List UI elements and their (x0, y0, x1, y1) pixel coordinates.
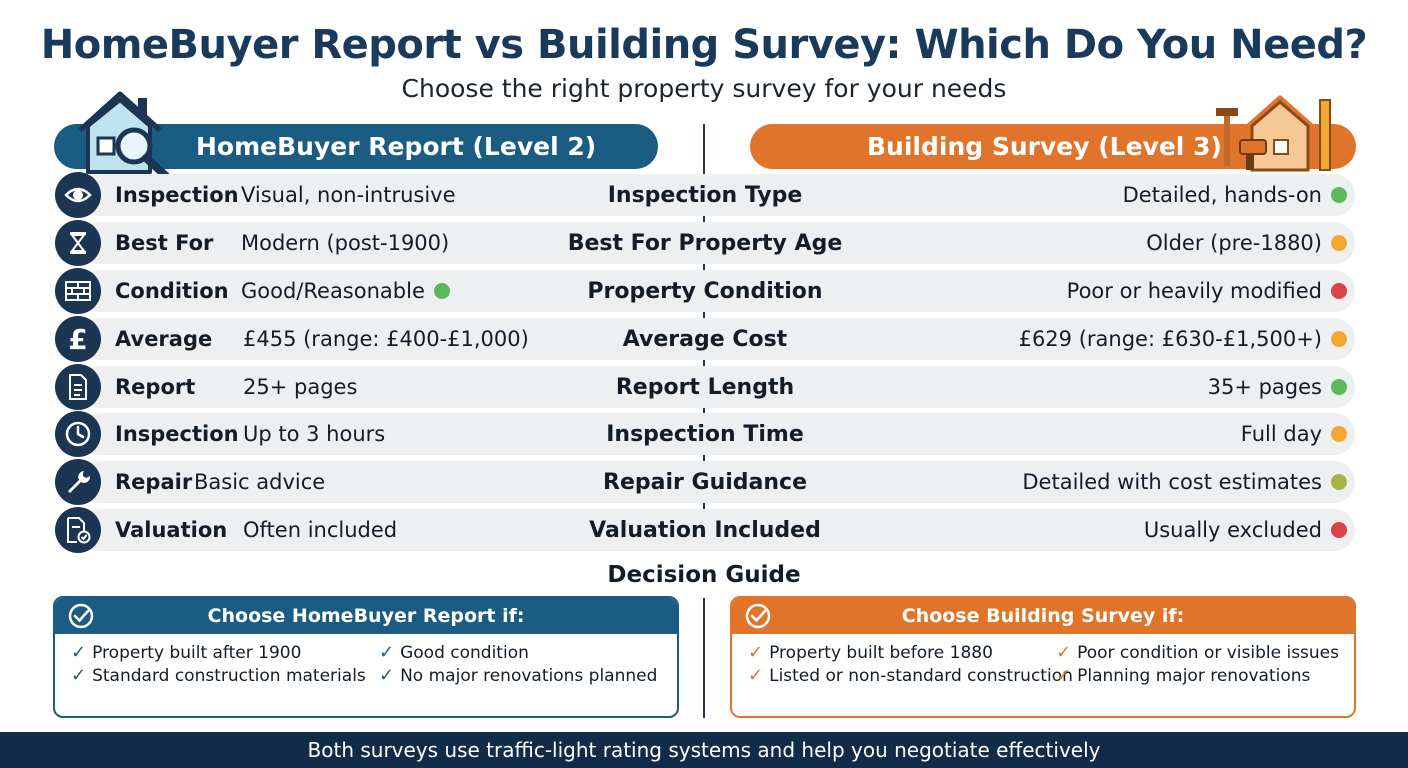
tools-house-icon (1216, 95, 1331, 172)
rating-dot (1331, 331, 1347, 347)
row-label: Repair (115, 470, 193, 494)
guide-divider (703, 598, 705, 718)
comparison-row: Repair Basic advice Repair Guidance Deta… (55, 459, 1355, 505)
wrench-icon (55, 459, 101, 505)
homebuyer-decision-card: Choose HomeBuyer Report if: ✓ Property bu… (53, 596, 679, 718)
building-survey-value: Usually excluded (1144, 518, 1347, 542)
building-survey-card-header: Choose Building Survey if: (732, 598, 1354, 634)
check-circle-icon (745, 603, 771, 629)
hourglass-icon (55, 220, 101, 266)
homebuyer-value: 25+ pages (243, 375, 358, 399)
building-survey-banner-label: Building Survey (Level 3) (867, 132, 1222, 161)
homebuyer-value: Often included (243, 518, 398, 542)
building-survey-value: Poor or heavily modified (1067, 279, 1347, 303)
homebuyer-banner-label: HomeBuyer Report (Level 2) (196, 132, 597, 161)
comparison-row: Best For Modern (post-1900) Best For Pro… (55, 220, 1355, 266)
footer-banner: Both surveys use traffic-light rating sy… (0, 732, 1408, 768)
rating-dot (1331, 235, 1347, 251)
pound-icon: £ (55, 316, 101, 362)
check-icon: ✓ (1056, 642, 1072, 663)
homebuyer-value: Modern (post-1900) (241, 231, 450, 255)
brick-wall-icon (55, 268, 101, 314)
row-criterion: Repair Guidance (603, 470, 807, 495)
homebuyer-value: Up to 3 hours (243, 422, 386, 446)
comparison-row: £ Average £455 (range: £400-£1,000) Aver… (55, 316, 1355, 362)
row-label: Inspection (115, 183, 239, 207)
row-label: Average (115, 327, 213, 351)
row-label: Inspection (115, 422, 239, 446)
homebuyer-card-header: Choose HomeBuyer Report if: (55, 598, 677, 634)
row-criterion: Property Condition (587, 279, 823, 304)
list-item: ✓ Listed or non-standard construction (748, 665, 1073, 686)
list-item: ✓ Standard construction materials (71, 665, 366, 686)
rating-dot (1331, 379, 1347, 395)
homebuyer-value: Good/Reasonable (241, 279, 450, 303)
comparison-row: Inspection Up to 3 hours Inspection Time… (55, 411, 1355, 457)
footer-text: Both surveys use traffic-light rating sy… (307, 738, 1101, 762)
list-item: ✓ Planning major renovations (1056, 665, 1311, 686)
building-survey-value: Older (pre-1880) (1146, 231, 1347, 255)
row-label: Condition (115, 279, 229, 303)
rating-dot (1331, 522, 1347, 538)
check-icon: ✓ (379, 642, 395, 663)
rating-dot (433, 283, 450, 299)
rating-dot (1331, 474, 1347, 490)
list-item: ✓ No major renovations planned (379, 665, 658, 686)
homebuyer-value: Visual, non-intrusive (241, 183, 456, 207)
row-criterion: Average Cost (622, 327, 788, 352)
valuation-doc-icon (55, 507, 101, 553)
clock-icon (55, 411, 101, 457)
list-item: ✓ Good condition (379, 642, 529, 663)
page-title: HomeBuyer Report vs Building Survey: Whi… (40, 22, 1368, 68)
building-survey-value: 35+ pages (1208, 375, 1347, 399)
building-survey-card-heading: Choose Building Survey if: (901, 605, 1185, 627)
list-item: ✓ Property built before 1880 (748, 642, 993, 663)
rating-dot (1331, 283, 1347, 299)
row-label: Valuation (115, 518, 228, 542)
list-item: ✓ Poor condition or visible issues (1056, 642, 1339, 663)
row-label: Report (115, 375, 196, 399)
rating-dot (1331, 187, 1347, 203)
row-criterion: Valuation Included (589, 518, 821, 543)
building-survey-value: Detailed with cost estimates (1022, 470, 1347, 494)
homebuyer-value: £455 (range: £400-£1,000) (243, 327, 529, 351)
row-criterion: Inspection Type (607, 183, 803, 208)
row-criterion: Report Length (615, 375, 795, 400)
homebuyer-card-heading: Choose HomeBuyer Report if: (207, 605, 525, 627)
building-survey-value: Detailed, hands-on (1123, 183, 1347, 207)
row-label: Best For (115, 231, 214, 255)
building-survey-value: Full day (1241, 422, 1347, 446)
eye-icon (55, 172, 101, 218)
check-icon: ✓ (379, 665, 395, 686)
comparison-row: Inspection Visual, non-intrusive Inspect… (55, 172, 1355, 218)
decision-guide-title: Decision Guide (607, 562, 801, 588)
row-criterion: Inspection Time (606, 422, 804, 447)
comparison-row: Valuation Often included Valuation Inclu… (55, 507, 1355, 553)
house-magnifier-icon (78, 91, 170, 180)
check-icon: ✓ (71, 665, 87, 686)
check-icon: ✓ (748, 642, 764, 663)
check-icon: ✓ (1056, 665, 1072, 686)
page-subtitle: Choose the right property survey for you… (401, 74, 1007, 103)
list-item: ✓ Property built after 1900 (71, 642, 302, 663)
homebuyer-value: Basic advice (194, 470, 326, 494)
building-survey-value: £629 (range: £630-£1,500+) (1019, 327, 1347, 351)
check-icon: ✓ (748, 665, 764, 686)
row-criterion: Best For Property Age (567, 231, 843, 256)
comparison-row: Condition Good/Reasonable Property Condi… (55, 268, 1355, 314)
check-circle-icon (68, 603, 94, 629)
comparison-row: Report 25+ pages Report Length 35+ pages (55, 364, 1355, 410)
document-icon (55, 364, 101, 410)
rating-dot (1331, 426, 1347, 442)
building-survey-decision-card: Choose Building Survey if: ✓ Property bui… (730, 596, 1356, 718)
check-icon: ✓ (71, 642, 87, 663)
